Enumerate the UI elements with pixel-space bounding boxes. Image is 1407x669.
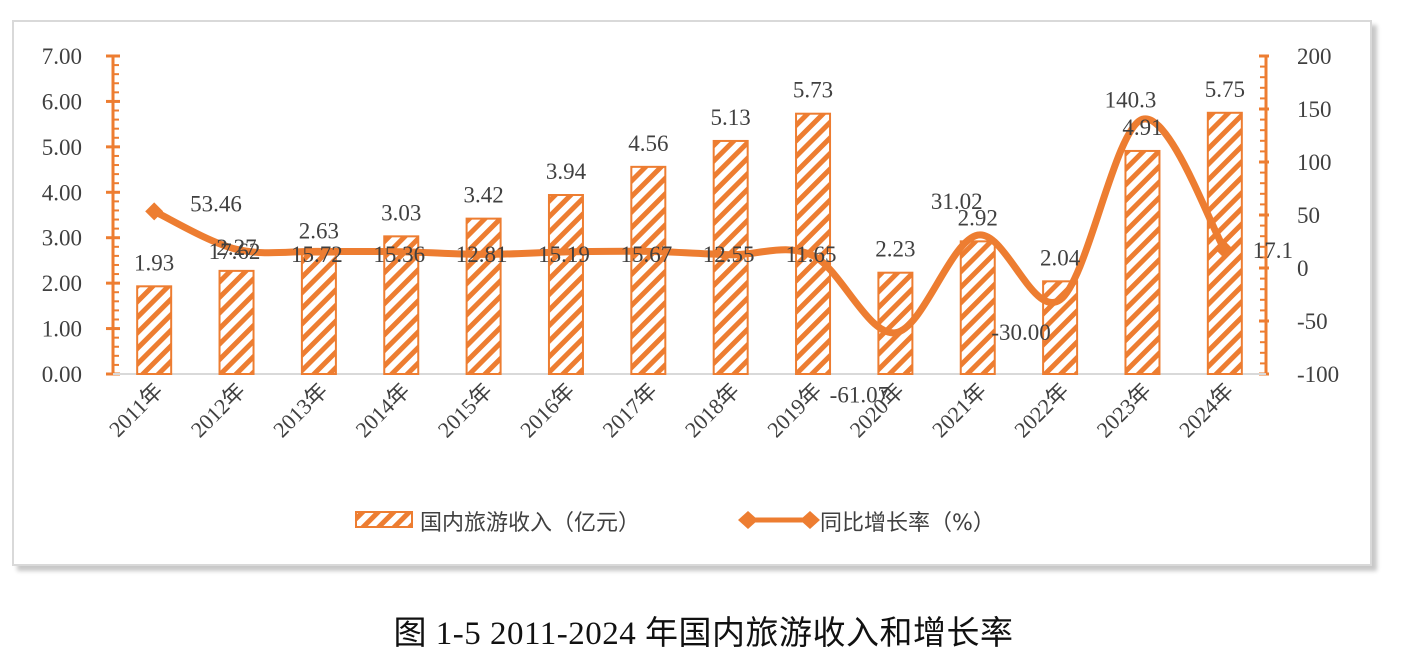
x-axis-category-label: 2019年 — [762, 378, 826, 442]
bar — [1124, 149, 1161, 375]
line-series — [145, 115, 1234, 337]
legend-bar-label: 国内旅游收入（亿元） — [420, 511, 640, 536]
legend: 国内旅游收入（亿元） 同比增长率（%） — [355, 511, 995, 536]
x-axis-category-label: 2023年 — [1092, 378, 1156, 442]
x-axis-category-label: 2012年 — [186, 378, 250, 442]
line-value-label: 53.46 — [190, 191, 242, 216]
line-value-label: 15.36 — [373, 242, 425, 267]
x-axis-category-label: 2016年 — [515, 378, 579, 442]
left-axis-tick-label: 2.00 — [42, 271, 82, 296]
bar-value-label: 3.42 — [463, 183, 503, 208]
right-axis-tick-label: 200 — [1297, 44, 1332, 69]
bar-value-label: 2.92 — [958, 205, 998, 230]
x-axis-category-label: 2018年 — [680, 378, 744, 442]
diamond-marker-icon — [738, 511, 758, 529]
line-data-labels: 53.46 17.62 15.72 15.36 12.81 15.19 15.67 12.55… — [190, 87, 1293, 407]
bar-value-label: 2.23 — [875, 237, 915, 262]
right-y-axis: -100 -50 0 50 100 150 200 — [1259, 44, 1339, 387]
right-axis-tick-label: 0 — [1297, 256, 1309, 281]
left-axis-tick-label: 0.00 — [42, 362, 82, 387]
x-axis-category-label: 2014年 — [350, 378, 414, 442]
legend-line-label: 同比增长率（%） — [820, 511, 995, 536]
line-value-label: 15.72 — [291, 242, 343, 267]
left-axis-tick-label: 5.00 — [42, 135, 82, 160]
bar-value-label: 5.13 — [711, 105, 751, 130]
line-value-label: -61.07 — [830, 383, 889, 408]
x-axis-labels: 2011年 2012年 2013年 2014年 2015年 2016年 2017年 2018年… — [104, 378, 1238, 442]
growth-rate-line — [150, 115, 1229, 337]
legend-item-line[interactable]: 同比增长率（%） — [738, 511, 995, 536]
bar-value-label: 3.03 — [381, 200, 421, 225]
left-axis-tick-label: 3.00 — [42, 226, 82, 251]
bar — [383, 235, 420, 375]
line-value-label: 17.1 — [1253, 238, 1293, 263]
bar-value-label: 5.73 — [793, 78, 833, 103]
x-axis-category-label: 2021年 — [927, 378, 991, 442]
left-axis-tick-label: 1.00 — [42, 317, 82, 342]
bar-value-label: 1.93 — [134, 250, 174, 275]
left-axis-tick-label: 4.00 — [42, 180, 82, 205]
bar — [300, 253, 337, 375]
line-value-label: 17.62 — [209, 239, 261, 264]
bar-value-label: 2.63 — [299, 219, 339, 244]
bar — [218, 269, 255, 375]
bar-value-label: 5.75 — [1205, 77, 1245, 102]
diamond-marker-icon — [1215, 240, 1234, 259]
bar — [795, 112, 832, 376]
right-axis-tick-label: 50 — [1297, 203, 1320, 228]
bar-value-label: 4.56 — [628, 131, 668, 156]
bar — [630, 165, 667, 375]
left-axis-tick-label: 6.00 — [42, 89, 82, 114]
x-axis-category-label: 2017年 — [597, 378, 661, 442]
line-value-label: 15.67 — [620, 242, 672, 267]
legend-item-bar[interactable]: 国内旅游收入（亿元） — [355, 511, 640, 536]
bar-value-label: 3.94 — [546, 159, 587, 184]
x-axis-category-label: 2011年 — [104, 378, 168, 442]
x-axis-category-label: 2022年 — [1009, 378, 1073, 442]
bar-data-labels: 1.93 2.27 2.63 3.03 3.42 3.94 4.56 5.13 5.73 2.23… — [134, 77, 1245, 276]
x-axis-category-label: 2024年 — [1174, 378, 1238, 442]
line-value-label: 31.02 — [931, 189, 983, 214]
left-axis-tick-label: 7.00 — [42, 44, 82, 69]
line-value-label: -30.00 — [991, 320, 1050, 345]
x-axis-category-label: 2015年 — [433, 378, 497, 442]
diamond-marker-icon — [800, 511, 820, 529]
diamond-marker-icon — [145, 202, 164, 221]
line-value-label: 15.19 — [538, 242, 590, 267]
bar — [959, 240, 996, 375]
bar-value-label: 4.91 — [1122, 115, 1162, 140]
bar-value-label: 2.04 — [1040, 245, 1081, 270]
bar-value-label: 2.27 — [216, 235, 256, 260]
line-value-label: 12.55 — [703, 242, 755, 267]
bar — [547, 194, 584, 375]
hatched-bar-swatch-icon — [355, 511, 413, 528]
combo-chart: 0.00 1.00 2.00 3.00 4.00 5.00 6.00 7.00 -100 -50… — [42, 44, 1339, 536]
x-axis-category-label: 2013年 — [268, 378, 332, 442]
right-axis-tick-label: -100 — [1297, 362, 1339, 387]
line-value-label: 140.3 — [1105, 87, 1157, 112]
bar — [136, 285, 173, 375]
right-axis-tick-label: 100 — [1297, 150, 1332, 175]
left-y-axis: 0.00 1.00 2.00 3.00 4.00 5.00 6.00 7.00 — [42, 44, 120, 387]
bar — [465, 217, 502, 375]
right-axis-tick-label: -50 — [1297, 309, 1328, 334]
line-value-label: 12.81 — [456, 242, 508, 267]
line-value-label: 11.65 — [786, 242, 837, 267]
right-axis-tick-label: 150 — [1297, 97, 1332, 122]
figure-caption: 图 1-5 2011-2024 年国内旅游收入和增长率 — [393, 616, 1014, 652]
